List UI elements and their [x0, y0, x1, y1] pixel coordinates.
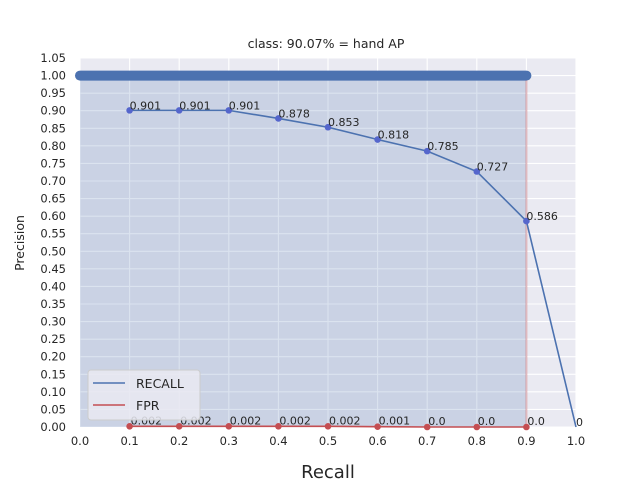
recall-data-label: 0.785: [427, 140, 459, 153]
fpr-point: [175, 422, 183, 430]
recall-point: [374, 136, 381, 143]
fpr-point: [523, 423, 530, 431]
fpr-data-label: 0.002: [329, 414, 361, 427]
fpr-data-label: 0.002: [279, 414, 311, 427]
recall-data-label: 0.878: [278, 107, 310, 120]
recall-data-label: 0.901: [179, 99, 211, 112]
recall-point: [175, 107, 183, 114]
x-tick-label: 0.6: [368, 434, 386, 448]
fpr-point: [126, 422, 133, 430]
y-tick-label: 0.65: [40, 192, 66, 206]
y-tick-label: 1.00: [40, 69, 66, 83]
fpr-data-label: 0.0: [428, 415, 446, 428]
chart-title: class: 90.07% = hand AP: [248, 36, 405, 51]
fpr-point: [374, 423, 381, 430]
fpr-point: [275, 422, 282, 430]
legend: RECALL FPR: [87, 369, 201, 421]
recall-point: [523, 217, 530, 225]
y-tick-label: 0.75: [40, 156, 66, 170]
y-tick-label: 0.90: [40, 104, 66, 118]
y-tick-label: 0.50: [40, 244, 66, 258]
recall-data-label: 0.901: [130, 99, 162, 112]
x-tick-label: 0.9: [517, 434, 535, 448]
y-tick-label: 0.10: [40, 385, 66, 399]
y-tick-label: 0.95: [40, 86, 66, 100]
recall-point: [324, 123, 332, 131]
fpr-point: [324, 422, 332, 430]
recall-line: [129, 109, 577, 428]
fpr-data-label: 0.0: [527, 415, 545, 428]
y-tick-label: 0.35: [40, 297, 66, 311]
x-tick-label: 1.0: [567, 434, 585, 448]
y-tick-label: 0.30: [40, 315, 66, 329]
x-axis-label: Recall: [301, 462, 355, 480]
fpr-point: [423, 423, 431, 431]
x-tick-label: 0.7: [418, 434, 436, 448]
x-tick-label: 0.8: [468, 434, 486, 448]
y-tick-label: 0.45: [40, 262, 66, 276]
ap-area-fill: [80, 75, 527, 428]
x-tick-label: 0.5: [319, 434, 337, 448]
x-tick-label: 0.1: [120, 434, 138, 448]
fpr-data-label: 0.002: [230, 414, 261, 427]
recall-point: [126, 107, 133, 114]
x-tick-label: 0.2: [170, 434, 188, 448]
y-tick-label: 0.25: [40, 332, 66, 346]
x-tick-label: 0.4: [269, 434, 287, 448]
recall-data-label: 0.901: [229, 99, 260, 112]
grid-lines: [79, 57, 577, 428]
recall-series: 0.901 0.901 0.901 0.878 0.853 0.818 0.785 0.727…: [126, 99, 583, 429]
y-tick-label: 0.20: [40, 350, 66, 364]
y-tick-label: 0.80: [40, 139, 66, 153]
y-tick-label: 0.70: [40, 174, 66, 188]
y-tick-label: 0.55: [40, 227, 66, 241]
recall-point: [275, 115, 282, 122]
recall-point: [423, 147, 431, 155]
y-tick-label: 0.85: [40, 121, 66, 135]
legend-label-fpr: FPR: [136, 398, 160, 413]
y-tick-label: 0.15: [40, 367, 66, 381]
y-axis-ticks: 0.00 0.05 0.10 0.15 0.20 0.25 0.30 0.35 0.40 0.45…: [40, 51, 66, 434]
y-tick-label: 0.00: [40, 420, 66, 434]
x-tick-label: 0.3: [220, 434, 238, 448]
fpr-data-label: 0.001: [379, 415, 411, 428]
recall-data-label: 0.727: [477, 161, 509, 174]
recall-point: [225, 107, 233, 114]
recall-data-label: 0.818: [378, 129, 410, 142]
legend-label-recall: RECALL: [136, 376, 184, 391]
recall-data-label: 0.586: [526, 210, 558, 223]
y-axis-label: Precision: [12, 215, 27, 271]
y-tick-label: 0.60: [40, 209, 66, 223]
y-tick-label: 0.40: [40, 279, 66, 293]
recall-point: [473, 168, 481, 175]
fpr-data-label: 0.0: [478, 415, 496, 428]
y-tick-label: 1.05: [40, 51, 66, 65]
x-tick-label: 0.0: [71, 434, 89, 448]
x-axis-ticks: 0.0 0.1 0.2 0.3 0.4 0.5 0.6 0.7 0.8 0.9 1.0: [71, 434, 585, 448]
fpr-point: [225, 422, 233, 430]
recall-data-label: 0: [576, 416, 583, 429]
y-tick-label: 0.05: [40, 402, 66, 416]
fpr-point: [473, 423, 481, 431]
recall-data-label: 0.853: [328, 116, 360, 129]
